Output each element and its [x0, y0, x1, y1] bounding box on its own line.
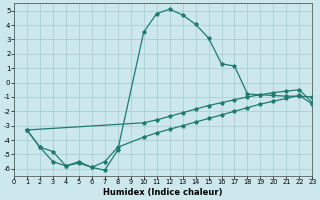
X-axis label: Humidex (Indice chaleur): Humidex (Indice chaleur) — [103, 188, 223, 197]
